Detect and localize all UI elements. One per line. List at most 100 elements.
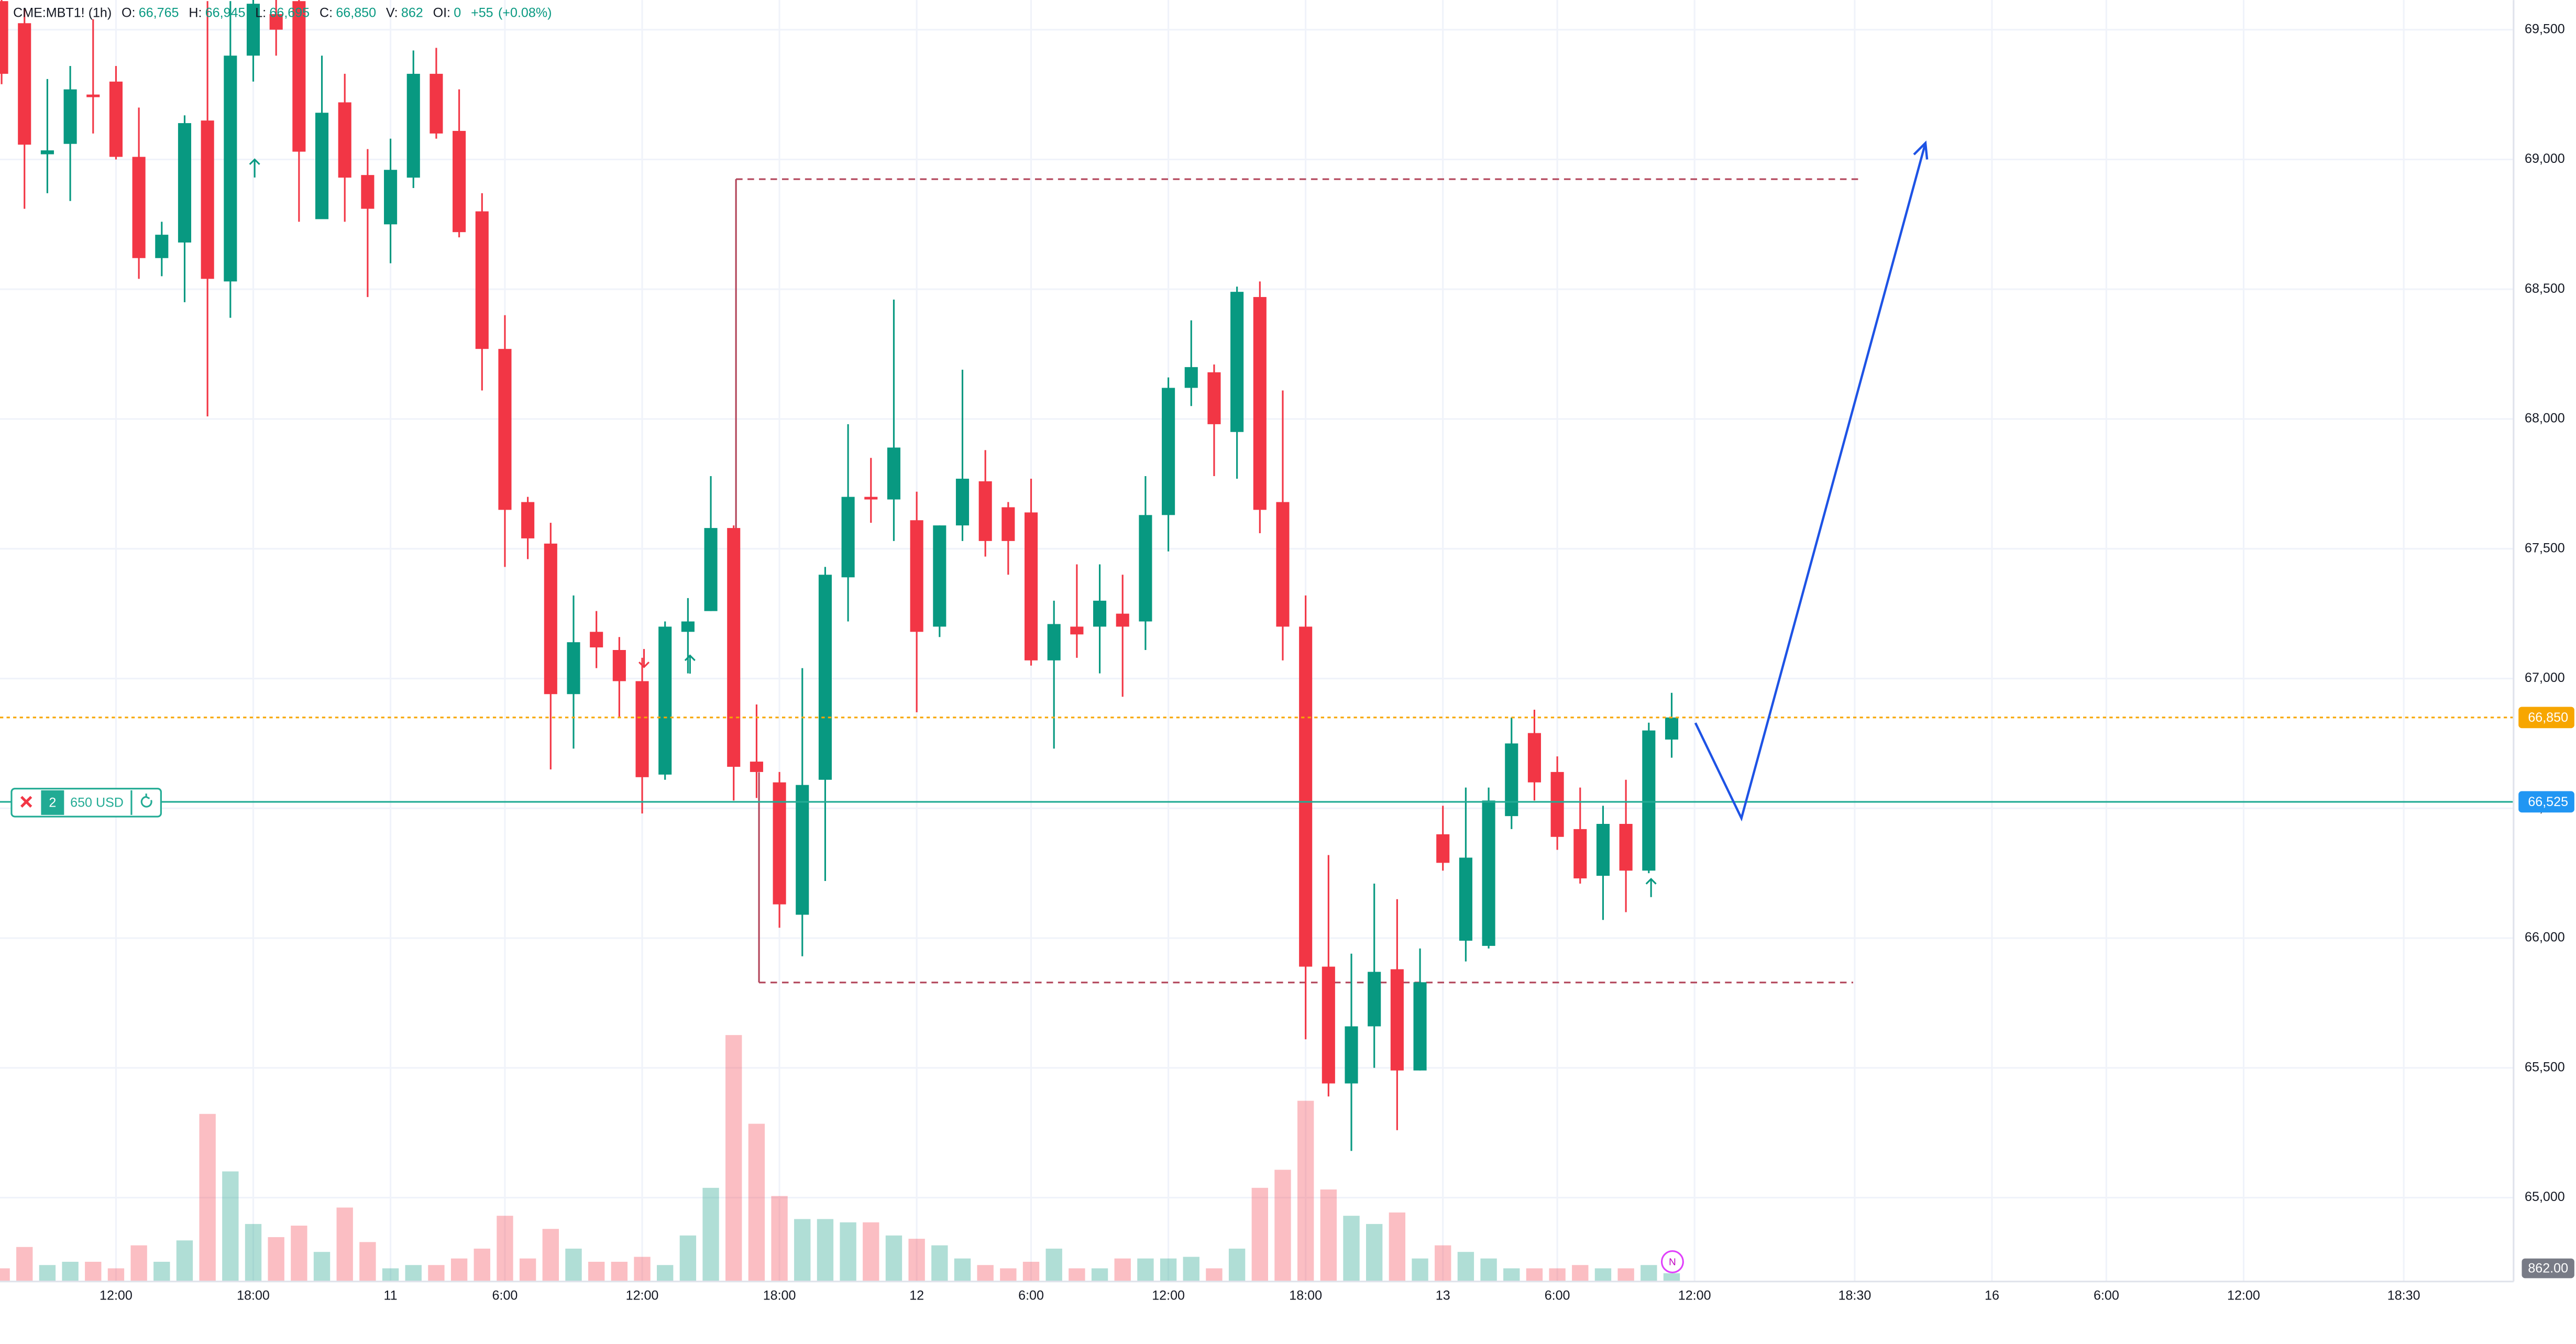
- candle-body: [590, 632, 603, 648]
- candle-body: [1299, 626, 1313, 967]
- x-tick-label: 12:00: [1678, 1288, 1711, 1303]
- candle-body: [864, 497, 878, 500]
- volume-bar: [1274, 1170, 1291, 1282]
- candle-body: [384, 170, 398, 225]
- refresh-icon[interactable]: [140, 794, 152, 808]
- candle-body: [1276, 502, 1290, 627]
- candle-body: [635, 681, 649, 777]
- volume-bar: [1572, 1265, 1589, 1282]
- candle-body: [224, 56, 237, 282]
- arrow-head: [1913, 140, 1929, 160]
- order-widget[interactable]: 2 650 USD: [10, 788, 162, 818]
- candle-body: [315, 113, 329, 219]
- candle-body: [453, 130, 466, 233]
- candle-body: [1665, 717, 1679, 740]
- candle-body: [1390, 969, 1404, 1071]
- candle-body: [681, 621, 695, 632]
- signal-markers: [249, 158, 1657, 897]
- badge-text: N: [1669, 1257, 1676, 1268]
- candle-body: [727, 528, 741, 767]
- x-tick-label: 12:00: [626, 1288, 659, 1303]
- close-icon[interactable]: [20, 796, 32, 808]
- volume-bar: [1000, 1268, 1017, 1282]
- volume-bar: [1617, 1268, 1634, 1282]
- candle-body: [1596, 824, 1610, 876]
- volume-bar: [1251, 1187, 1268, 1282]
- x-tick-label: 12:00: [2227, 1288, 2260, 1303]
- candle-body: [406, 73, 420, 178]
- volume-bar: [1663, 1273, 1680, 1282]
- field-value: 66,945: [205, 5, 246, 20]
- candle-body: [1573, 829, 1587, 879]
- candle-body: [544, 543, 557, 695]
- candle-body: [292, 1, 306, 152]
- volume-bar: [1366, 1224, 1383, 1282]
- candle-body: [1642, 730, 1656, 871]
- volume-bar: [977, 1265, 994, 1282]
- volume-bar: [176, 1240, 193, 1282]
- candle-body: [933, 525, 946, 627]
- field-label: H:: [189, 5, 202, 20]
- candle-body: [1527, 733, 1541, 783]
- volume-bar: [1137, 1258, 1154, 1282]
- volume-bar: [359, 1242, 376, 1282]
- candle-body: [1207, 372, 1221, 424]
- candle-body: [978, 481, 992, 541]
- candle-body: [1001, 507, 1015, 541]
- volume-bar: [840, 1222, 856, 1282]
- candle-body: [818, 575, 832, 780]
- x-tick-label: 16: [1985, 1288, 1999, 1303]
- field-value: 66,850: [336, 5, 376, 20]
- candle-body: [1184, 367, 1198, 388]
- y-tick-label: 67,000: [2525, 670, 2565, 685]
- y-tick-label: 65,500: [2525, 1060, 2565, 1074]
- candle-body: [955, 478, 970, 526]
- volume-bar: [679, 1235, 697, 1282]
- volume-pane: [0, 1035, 1680, 1282]
- candle-body: [1550, 772, 1564, 837]
- projection-arrow: [1694, 140, 1929, 822]
- signal-up: [1645, 877, 1657, 897]
- signal-down: [638, 649, 650, 668]
- volume-bar: [771, 1196, 788, 1282]
- candle-body: [773, 782, 786, 905]
- x-tick-label: 13: [1436, 1288, 1450, 1303]
- volume-bar: [519, 1258, 536, 1282]
- candle-body: [63, 89, 77, 144]
- candle-body: [796, 785, 809, 915]
- candle-body: [498, 349, 512, 510]
- volume-bar: [1435, 1245, 1451, 1282]
- volume-bar: [634, 1257, 651, 1282]
- volume-bar: [1457, 1252, 1474, 1282]
- volume-bar: [1297, 1100, 1314, 1282]
- field-label: O:: [122, 5, 135, 20]
- volume-bar: [39, 1265, 56, 1282]
- volume-bar: [748, 1123, 765, 1282]
- volume-bar: [16, 1247, 33, 1282]
- symbol: CME:MBT1! (1h): [13, 5, 112, 20]
- axes: 65,00065,50066,00066,50067,00067,50068,0…: [100, 21, 2574, 1303]
- y-tick-label: 67,500: [2525, 541, 2565, 555]
- volume-bar: [611, 1261, 628, 1282]
- volume-bar: [382, 1268, 399, 1282]
- volume-bar: [1069, 1268, 1085, 1282]
- badge-circle: [1660, 1250, 1684, 1273]
- volume-bar: [931, 1245, 948, 1282]
- candle-body: [361, 175, 375, 209]
- candle-body: [1345, 1026, 1358, 1084]
- price-tag-label: 66,850: [2528, 710, 2568, 725]
- candle-body: [132, 157, 146, 258]
- order-qty: 2: [49, 796, 56, 810]
- volume-bar: [588, 1261, 605, 1282]
- volume-bar: [1091, 1268, 1108, 1282]
- signal-up: [684, 654, 696, 674]
- y-tick-label: 65,000: [2525, 1189, 2565, 1204]
- volume-bar: [1641, 1265, 1657, 1282]
- x-tick-label: 12:00: [100, 1288, 133, 1303]
- candle-body: [475, 211, 489, 349]
- news-badge[interactable]: N: [1660, 1250, 1684, 1273]
- price-lines: [0, 717, 2514, 803]
- candle-body: [1505, 743, 1518, 817]
